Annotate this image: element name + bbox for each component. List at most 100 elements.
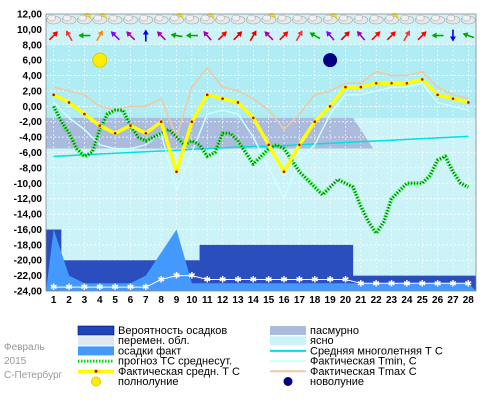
snow-point: ✱ (250, 274, 258, 284)
legend-label: новолуние (310, 376, 364, 388)
wind-arrow-head (390, 31, 396, 37)
mean-point (313, 120, 317, 124)
mean-point (252, 116, 255, 120)
wind-arrow-icon (217, 31, 227, 41)
wind-arrow-head (142, 29, 149, 35)
snow-point: ✱ (465, 278, 473, 288)
x-tick-label: 6 (128, 295, 134, 306)
wind-arrow-icon (264, 31, 274, 41)
wind-arrow-icon (185, 32, 198, 39)
wind-arrow-head (356, 30, 363, 37)
cloud-puff (308, 14, 317, 22)
mean-point (267, 143, 270, 147)
series-line (52, 77, 469, 174)
mean-point (221, 97, 224, 100)
axes: 12,00 10,00 8,00 6,00 4,00 2,00 0,00 -2,00 -4,00… (14, 10, 477, 306)
wind-arrow-head (326, 30, 332, 37)
snow-point: ✱ (372, 278, 380, 288)
snow-point: ✱ (326, 274, 334, 284)
side-city: С-Петербург (4, 369, 63, 381)
cloud-puff (216, 14, 225, 22)
mean-point (451, 97, 455, 100)
cloud-puff (124, 14, 133, 22)
cloud-icon (61, 14, 77, 25)
snow-point: ✱ (111, 282, 119, 292)
snow-point: ✱ (265, 274, 273, 284)
mean-point (190, 120, 194, 124)
legend-swatch (78, 346, 114, 356)
x-tick-label: 26 (432, 295, 444, 306)
x-tick-label: 11 (202, 295, 213, 306)
series-line (53, 135, 469, 158)
new-moon-marker (323, 53, 338, 68)
mean-point (467, 101, 470, 104)
snow-point: ✱ (188, 271, 196, 281)
x-tick-label: 23 (386, 295, 398, 306)
wind-arrow-head (52, 31, 58, 37)
mean-point (282, 170, 286, 174)
x-tick-label: 20 (340, 295, 352, 306)
snow-point: ✱ (434, 278, 442, 288)
wind-arrow-icon (462, 32, 475, 39)
wind-arrow-icon (326, 30, 335, 41)
snow-point: ✱ (65, 282, 73, 292)
series-line (53, 82, 469, 200)
x-tick-label: 21 (355, 295, 367, 306)
x-tick-label: 1 (51, 295, 57, 306)
legend-item: новолуние (283, 376, 364, 388)
wind-arrow-head (65, 30, 72, 37)
y-tick-label: -2,00 (19, 117, 42, 128)
y-tick-label: 4,00 (23, 71, 43, 82)
cloud-puff (78, 14, 87, 22)
snow-point: ✱ (388, 278, 396, 288)
wind-arrow-icon (340, 31, 350, 41)
mean-point (236, 101, 240, 104)
legend: Вероятность осадков пасмурно перемен. обл.… (77, 325, 443, 388)
sun-cloud-icon (261, 13, 276, 25)
wind-arrow-icon (449, 29, 456, 42)
legend-item: ясно (270, 335, 334, 347)
mean-point (129, 124, 132, 127)
sun-cloud-icon (199, 13, 215, 25)
cloud-icon (107, 14, 123, 25)
wind-arrow-head (282, 31, 289, 37)
wind-arrow-icon (309, 32, 321, 40)
snow-point: ✱ (203, 274, 211, 284)
sun-cloud-icon (322, 13, 338, 25)
wind-arrow-icon (78, 32, 91, 39)
mean-point (298, 143, 301, 147)
x-tick-label: 9 (174, 295, 180, 306)
legend-swatch (283, 377, 293, 386)
cloud-icon (138, 14, 154, 25)
wind-arrow-head (236, 31, 243, 37)
x-tick-label: 27 (447, 295, 459, 306)
plot-border (45, 13, 477, 292)
wind-arrow-head (110, 31, 117, 37)
legend-item: Фактическая Tmax C (270, 366, 417, 378)
x-tick-label: 14 (248, 295, 260, 306)
cloud-puff (277, 14, 287, 22)
mean-point (405, 81, 409, 85)
wind-arrow-icon (279, 31, 289, 41)
y-tick-label: -22,00 (14, 271, 43, 282)
cloud-icon (184, 14, 200, 25)
sun-cloud-icon (92, 13, 108, 25)
cloud-icon (123, 14, 138, 25)
legend-label: Фактическая Tmax C (310, 366, 417, 378)
legend-swatch (270, 326, 306, 335)
legend-item: Вероятность осадков (77, 325, 227, 337)
wind-arrow-icon (142, 29, 149, 42)
snow-point: ✱ (50, 282, 58, 292)
legend-label: осадки факт (118, 345, 181, 357)
wind-arrow-icon (48, 31, 58, 41)
cloud-puff (170, 14, 179, 22)
weather-icons (46, 13, 476, 42)
legend-swatch (77, 325, 115, 336)
x-tick-label: 28 (463, 295, 475, 306)
snow-point: ✱ (418, 278, 426, 288)
mean-point (67, 101, 71, 104)
cloud-icon (461, 14, 476, 25)
wind-arrow-head (170, 32, 177, 39)
legend-label: Вероятность осадков (118, 325, 227, 337)
snow-point: ✱ (449, 278, 457, 288)
